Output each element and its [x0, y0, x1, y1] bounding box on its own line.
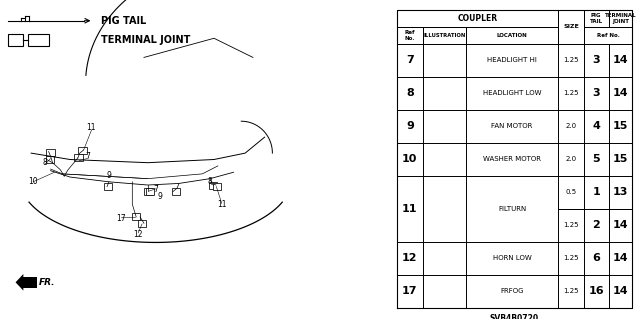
Text: COUPLER: COUPLER — [458, 14, 498, 23]
Text: 1.25: 1.25 — [563, 90, 579, 96]
Text: 15: 15 — [613, 154, 628, 164]
Text: 1.25: 1.25 — [563, 255, 579, 261]
Text: 1.25: 1.25 — [563, 222, 579, 228]
Text: 15: 15 — [613, 121, 628, 131]
Text: 8: 8 — [208, 177, 212, 186]
Text: FR.: FR. — [39, 278, 56, 287]
Text: 14: 14 — [612, 220, 628, 230]
Text: 14: 14 — [612, 88, 628, 98]
Text: 1.25: 1.25 — [563, 288, 579, 294]
Text: 11: 11 — [86, 123, 96, 132]
Text: FILTURN: FILTURN — [498, 206, 526, 212]
Text: 14: 14 — [612, 253, 628, 263]
Bar — [143, 188, 152, 195]
Text: FAN MOTOR: FAN MOTOR — [492, 123, 532, 130]
Text: 0.5: 0.5 — [566, 189, 577, 195]
Bar — [213, 183, 221, 190]
Text: 5: 5 — [592, 154, 600, 164]
Text: 6: 6 — [592, 253, 600, 263]
FancyBboxPatch shape — [28, 34, 49, 46]
Bar — [104, 183, 113, 190]
Text: HEADLIGHT HI: HEADLIGHT HI — [487, 57, 537, 63]
Bar — [45, 156, 54, 163]
Bar — [78, 147, 87, 154]
Bar — [145, 188, 154, 195]
Text: TERMINAL JOINT: TERMINAL JOINT — [101, 35, 191, 45]
Bar — [172, 188, 180, 195]
Text: 3: 3 — [592, 88, 600, 98]
Text: Ref No.: Ref No. — [596, 33, 620, 38]
Text: 17: 17 — [402, 286, 417, 296]
Text: 2.0: 2.0 — [566, 156, 577, 162]
Text: 9: 9 — [157, 192, 162, 201]
Text: 8: 8 — [42, 158, 47, 167]
Bar — [46, 149, 55, 156]
Text: 7: 7 — [153, 185, 158, 194]
Text: ILLUSTRATION: ILLUSTRATION — [423, 33, 465, 38]
Text: 9: 9 — [406, 121, 413, 131]
Text: FRFOG: FRFOG — [500, 288, 524, 294]
Text: 4: 4 — [592, 121, 600, 131]
Text: 17: 17 — [116, 214, 125, 223]
Text: 14: 14 — [612, 286, 628, 296]
Text: SIZE: SIZE — [563, 24, 579, 29]
Text: HEADLIGHT LOW: HEADLIGHT LOW — [483, 90, 541, 96]
Text: LOCATION: LOCATION — [497, 33, 527, 38]
Bar — [74, 154, 83, 161]
Text: TERMINAL
JOINT: TERMINAL JOINT — [605, 13, 636, 24]
Bar — [138, 220, 147, 227]
Text: 12: 12 — [402, 253, 417, 263]
Text: 8: 8 — [406, 88, 413, 98]
FancyBboxPatch shape — [8, 34, 22, 46]
Text: 2.0: 2.0 — [566, 123, 577, 130]
Text: 11: 11 — [217, 200, 227, 209]
Text: 3: 3 — [592, 56, 600, 65]
Text: SVB4B0720: SVB4B0720 — [490, 314, 539, 319]
Polygon shape — [15, 274, 23, 291]
Text: 1.25: 1.25 — [563, 57, 579, 63]
Text: PIG
TAIL: PIG TAIL — [589, 13, 603, 24]
Text: 2: 2 — [592, 220, 600, 230]
Text: 14: 14 — [612, 56, 628, 65]
Text: 10: 10 — [28, 177, 38, 186]
Bar — [209, 182, 217, 189]
Text: HORN LOW: HORN LOW — [493, 255, 531, 261]
Bar — [132, 213, 140, 220]
Text: PIG TAIL: PIG TAIL — [101, 16, 147, 26]
Text: 7: 7 — [406, 56, 413, 65]
Text: 13: 13 — [613, 187, 628, 197]
Text: WASHER MOTOR: WASHER MOTOR — [483, 156, 541, 162]
Text: Ref
No.: Ref No. — [404, 30, 415, 41]
Text: 10: 10 — [402, 154, 417, 164]
Text: 11: 11 — [402, 204, 417, 214]
Text: 12: 12 — [133, 230, 143, 239]
Text: 1: 1 — [592, 187, 600, 197]
Polygon shape — [21, 277, 37, 288]
Text: 16: 16 — [588, 286, 604, 296]
Text: 7: 7 — [85, 152, 90, 161]
Text: 9: 9 — [106, 171, 111, 180]
